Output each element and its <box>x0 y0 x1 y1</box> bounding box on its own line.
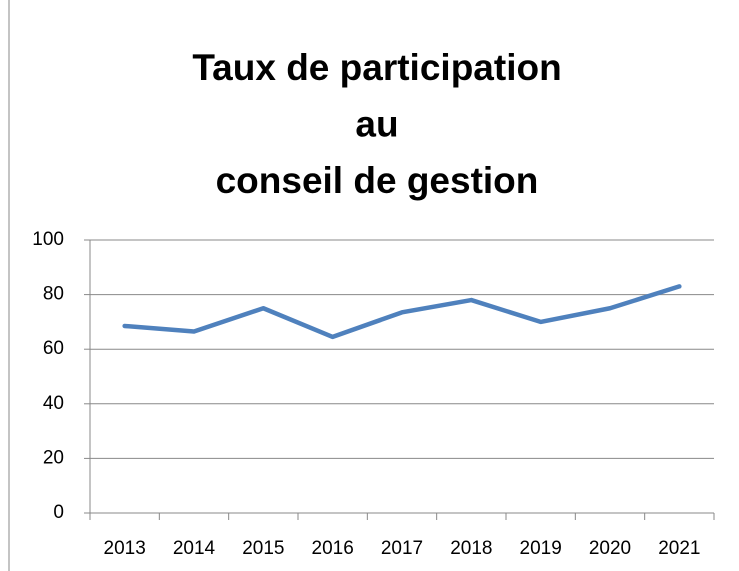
y-tick-label: 100 <box>32 229 64 250</box>
x-tick-label: 2018 <box>450 538 492 559</box>
line-series <box>122 284 682 340</box>
x-tick-label: 2014 <box>173 538 216 559</box>
x-tick-label: 2019 <box>520 538 562 559</box>
y-tick-label: 20 <box>43 447 64 468</box>
y-tick-label: 60 <box>43 338 64 359</box>
x-tick-label: 2020 <box>589 538 631 559</box>
chart-title: Taux de participation <box>192 47 561 88</box>
x-tick-label: 2017 <box>381 538 423 559</box>
y-tick-label: 0 <box>53 502 64 523</box>
x-tick-label: 2021 <box>658 538 700 559</box>
chart-title: au <box>355 103 398 144</box>
y-tick-label: 40 <box>43 393 64 414</box>
y-tick-label: 80 <box>43 284 64 305</box>
chart-frame <box>8 0 10 571</box>
x-tick-label: 2015 <box>242 538 284 559</box>
chart-title: conseil de gestion <box>216 160 539 201</box>
x-tick-label: 2013 <box>104 538 146 559</box>
x-tick-label: 2016 <box>312 538 354 559</box>
